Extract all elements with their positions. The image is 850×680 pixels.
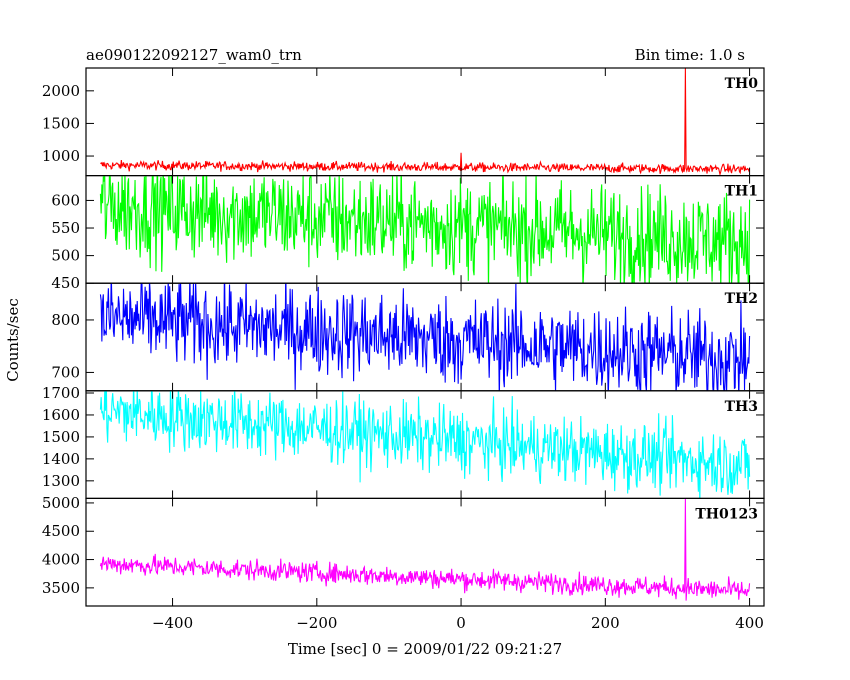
y-tick-label: 1300 bbox=[42, 472, 80, 490]
y-tick-label: 800 bbox=[51, 311, 80, 329]
panel-th1: 450 500 550 600 TH1 bbox=[51, 175, 765, 292]
series-name-label: TH3 bbox=[725, 399, 758, 415]
panel-th2: 700 800 TH2 bbox=[51, 282, 765, 392]
series-line-th2 bbox=[99, 283, 751, 391]
series-line-th0123 bbox=[99, 498, 751, 601]
series-line-th1 bbox=[99, 175, 751, 284]
x-axis-label: Time [sec] 0 = 2009/01/22 09:21:27 bbox=[288, 640, 562, 658]
y-tick-label: 1600 bbox=[42, 406, 80, 424]
x-tick-label: 0 bbox=[456, 614, 466, 632]
y-tick-label: 1000 bbox=[42, 147, 80, 165]
series-name-label: TH0123 bbox=[695, 506, 758, 522]
y-tick-label: 550 bbox=[51, 219, 80, 237]
panel-frame bbox=[85, 67, 765, 177]
x-tick-label: 200 bbox=[591, 614, 620, 632]
bin-time-label: Bin time: 1.0 s bbox=[635, 46, 745, 64]
panel-th0123: 3500 4000 4500 5000 −400 −200 0 200 400 TH0123 bbox=[42, 494, 765, 632]
plot-title: ae090122092127_wam0_trn bbox=[86, 46, 302, 64]
x-tick-label: −200 bbox=[296, 614, 337, 632]
panel-th3: 1300 1400 1500 1600 1700 TH3 bbox=[42, 384, 765, 499]
series-name-label: TH0 bbox=[725, 76, 759, 92]
y-tick-label: 1700 bbox=[42, 384, 80, 402]
x-tick-label: −400 bbox=[152, 614, 193, 632]
y-tick-label: 3500 bbox=[42, 579, 80, 597]
y-tick-label: 4000 bbox=[42, 551, 80, 569]
series-line-th3 bbox=[99, 390, 751, 499]
y-tick-label: 2000 bbox=[42, 82, 80, 100]
y-tick-label: 600 bbox=[51, 191, 80, 209]
y-tick-label: 500 bbox=[51, 247, 80, 265]
y-tick-label: 4500 bbox=[42, 522, 80, 540]
y-tick-label: 450 bbox=[51, 274, 80, 292]
series-name-label: TH1 bbox=[725, 184, 758, 200]
y-axis-label: Counts/sec bbox=[4, 298, 22, 382]
y-tick-label: 5000 bbox=[42, 494, 80, 512]
y-tick-label: 1500 bbox=[42, 114, 80, 132]
y-tick-label: 1400 bbox=[42, 450, 80, 468]
series-line-th0 bbox=[100, 68, 751, 176]
panel-th0: 1000 1500 2000 TH0 bbox=[42, 67, 765, 177]
y-tick-label: 1500 bbox=[42, 428, 80, 446]
series-name-label: TH2 bbox=[725, 291, 758, 307]
y-tick-label: 700 bbox=[51, 363, 80, 381]
panel-frame bbox=[85, 497, 765, 607]
x-tick-label: 400 bbox=[735, 614, 764, 632]
